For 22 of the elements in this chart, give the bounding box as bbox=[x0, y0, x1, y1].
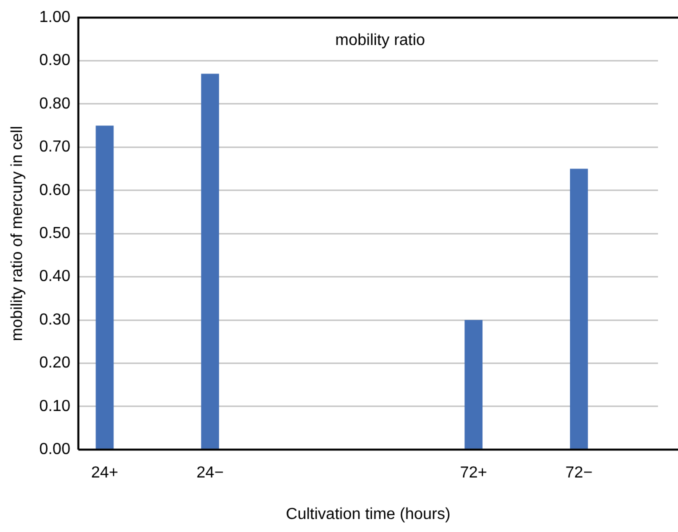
x-tick-label: 24− bbox=[196, 464, 224, 482]
y-tick-label: 0.20 bbox=[39, 354, 70, 372]
y-tick-label: 0.40 bbox=[39, 268, 70, 286]
y-tick-label: 0.80 bbox=[39, 95, 70, 112]
x-tick-label: 72− bbox=[565, 464, 593, 482]
y-tick-label: 0.10 bbox=[39, 398, 70, 415]
bar bbox=[96, 126, 114, 449]
y-tick-label: 0.00 bbox=[39, 441, 70, 458]
x-tick-label: 24+ bbox=[91, 464, 118, 482]
bar bbox=[570, 168, 588, 449]
bar bbox=[201, 74, 220, 449]
x-tick-label: 72+ bbox=[460, 464, 488, 482]
y-tick-label: 0.30 bbox=[39, 311, 70, 328]
y-axis-title: mobility ratio of mercury in cell bbox=[9, 126, 26, 342]
text: mobility ratio bbox=[335, 32, 426, 50]
y-tick-label: 1.00 bbox=[39, 9, 70, 26]
y-tick-label: 0.50 bbox=[39, 225, 70, 242]
y-tick-label: 0.60 bbox=[39, 182, 70, 199]
y-tick-label: 0.90 bbox=[39, 52, 70, 70]
bar bbox=[464, 320, 483, 449]
x-axis-title: Cultivation time (hours) bbox=[286, 506, 450, 523]
y-tick-label: 0.70 bbox=[39, 138, 70, 156]
